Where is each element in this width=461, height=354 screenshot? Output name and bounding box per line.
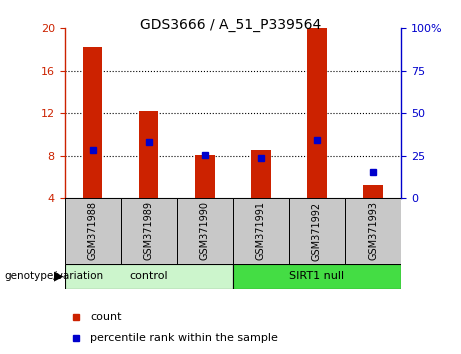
Text: GSM371990: GSM371990	[200, 201, 210, 261]
Bar	[83, 47, 102, 198]
Bar	[289, 198, 345, 264]
Text: GSM371988: GSM371988	[88, 201, 98, 261]
Text: percentile rank within the sample: percentile rank within the sample	[90, 332, 278, 343]
Bar	[65, 198, 121, 264]
Text: GSM371993: GSM371993	[368, 201, 378, 261]
Text: GSM371992: GSM371992	[312, 201, 322, 261]
Bar	[345, 198, 401, 264]
Text: SIRT1 null: SIRT1 null	[290, 271, 344, 281]
Bar	[307, 28, 327, 198]
Bar	[233, 198, 289, 264]
Text: GSM371991: GSM371991	[256, 201, 266, 261]
Text: ▶: ▶	[54, 270, 64, 282]
Bar	[139, 111, 159, 198]
Text: GSM371989: GSM371989	[144, 201, 154, 261]
Bar	[65, 264, 233, 289]
Text: count: count	[90, 312, 122, 322]
Bar	[195, 155, 214, 198]
Text: control: control	[130, 271, 168, 281]
Bar	[363, 185, 383, 198]
Bar	[177, 198, 233, 264]
Bar	[251, 150, 271, 198]
Bar	[121, 198, 177, 264]
Text: genotype/variation: genotype/variation	[5, 271, 104, 281]
Bar	[233, 264, 401, 289]
Text: GDS3666 / A_51_P339564: GDS3666 / A_51_P339564	[140, 18, 321, 32]
